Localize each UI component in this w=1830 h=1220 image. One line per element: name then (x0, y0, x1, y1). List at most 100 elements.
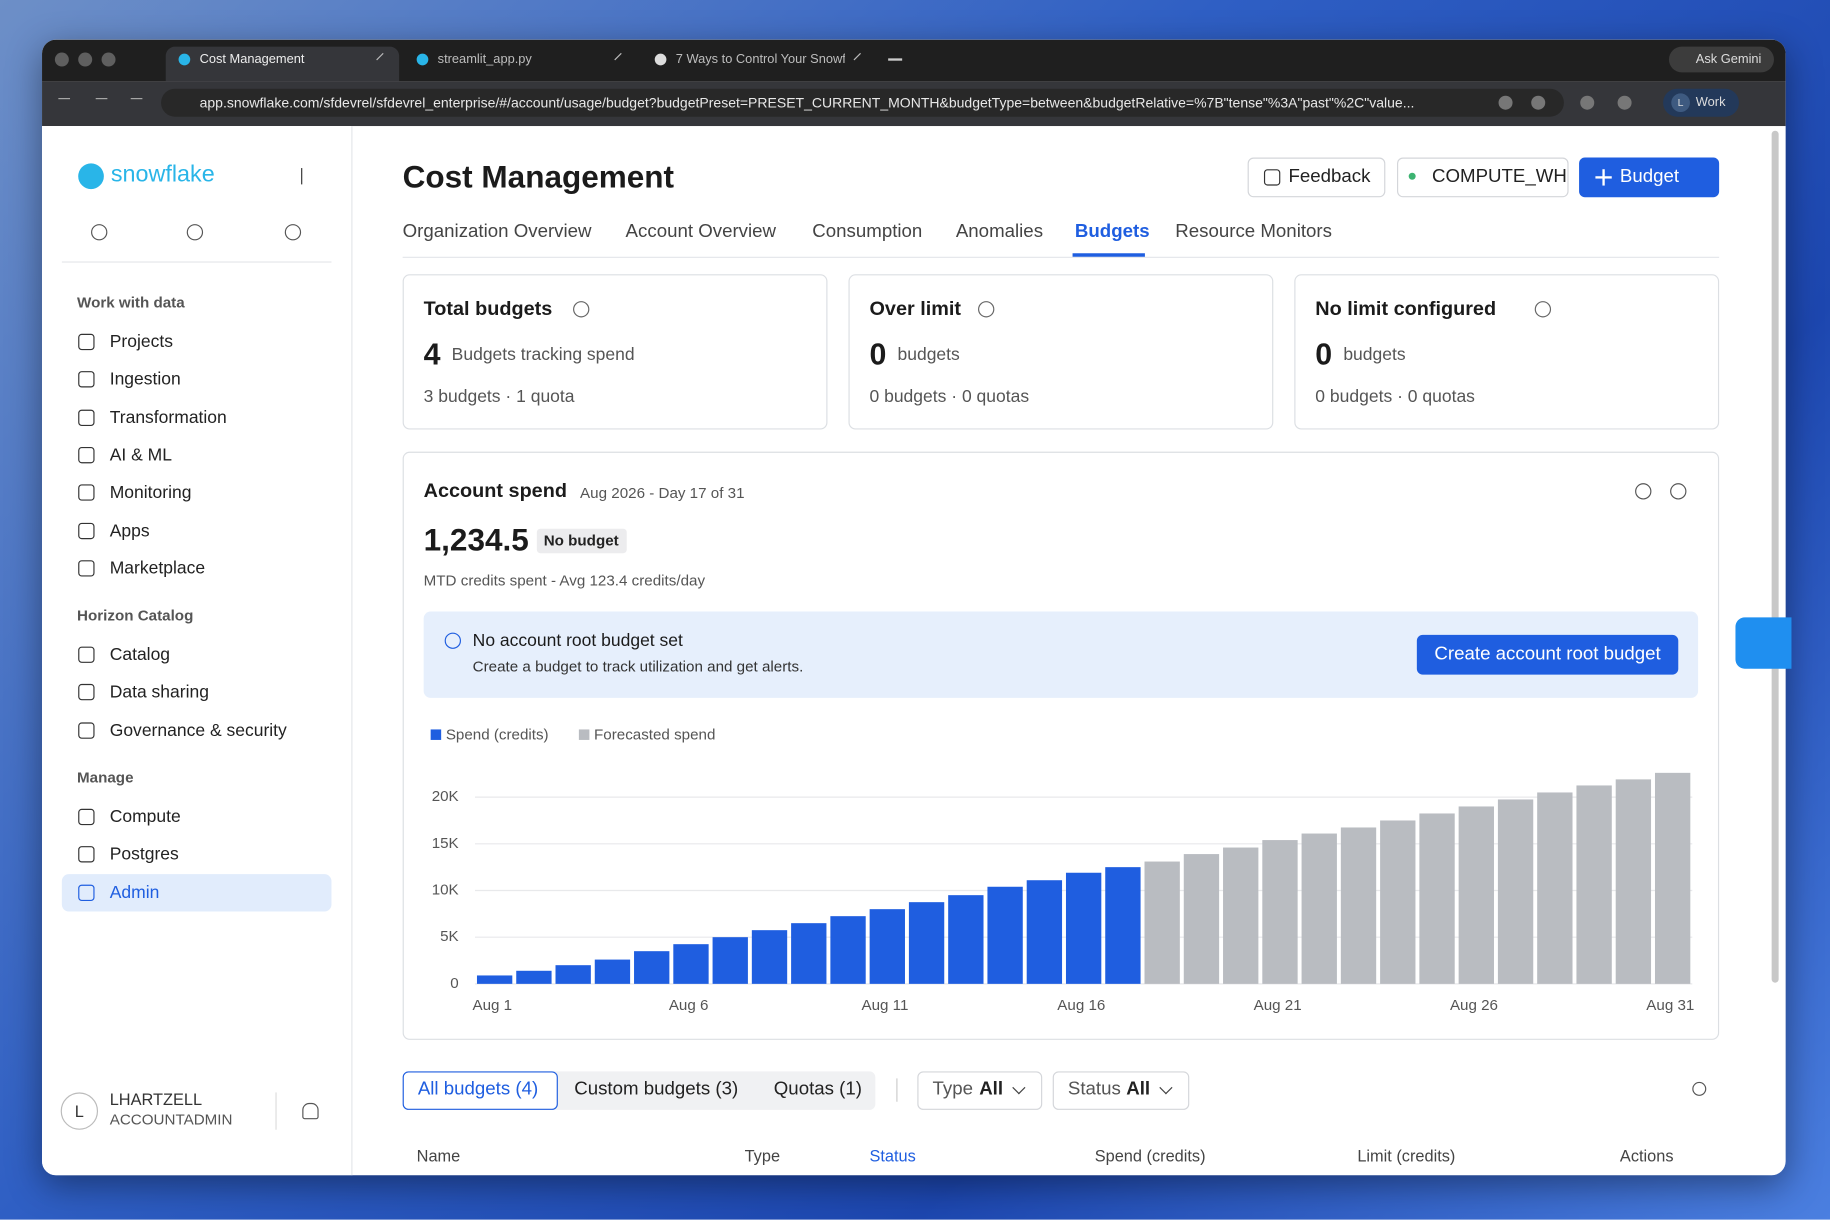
ask-gemini-button[interactable] (1668, 46, 1774, 73)
browser-tab[interactable]: 7 Ways to Control Your Snowf (675, 52, 845, 67)
card-title: Total budgets (423, 297, 553, 320)
tab-favicon (654, 53, 667, 66)
header-button[interactable] (1247, 157, 1386, 198)
nav-item[interactable]: Projects (109, 332, 173, 352)
nav-item[interactable]: Monitoring (109, 482, 192, 503)
bar (948, 895, 984, 984)
legend-swatch (578, 729, 590, 740)
bar (1458, 806, 1494, 984)
nav-item[interactable]: Apps (109, 520, 150, 541)
filter-tab[interactable]: All budgets (4) (417, 1079, 539, 1100)
info-icon (978, 301, 995, 318)
column-header[interactable]: Type (744, 1146, 781, 1165)
header-button-label: Feedback (1288, 166, 1371, 187)
spend-amount: 1,234.5 (423, 522, 529, 558)
filter-active[interactable] (402, 1071, 558, 1110)
column-header[interactable]: Limit (credits) (1357, 1146, 1456, 1165)
notifications (302, 1102, 319, 1120)
nav-button[interactable] (58, 98, 71, 107)
filter-tab[interactable]: Custom budgets (3) (574, 1079, 739, 1100)
column-header[interactable]: Name (416, 1146, 461, 1165)
y-tick-label: 20K (432, 788, 459, 805)
nav-item[interactable]: Admin (109, 882, 160, 903)
window-control (101, 52, 116, 67)
alert-button-label: Create account root budget (1434, 644, 1661, 665)
profile-avatar (1671, 93, 1690, 113)
bar (1654, 772, 1691, 984)
assistant-button[interactable] (1735, 617, 1792, 669)
nav-tab[interactable]: Budgets (1074, 221, 1150, 242)
nav-button[interactable] (95, 98, 108, 107)
spend-subtitle: MTD credits spent - Avg 123.4 credits/da… (423, 571, 706, 589)
x-tick-label: Aug 26 (1450, 997, 1498, 1014)
nav-section-title: Work with data (77, 293, 185, 312)
browser-window (42, 39, 1786, 1176)
legend-swatch (430, 729, 442, 740)
nav-item[interactable]: Postgres (109, 844, 179, 865)
nav-tab[interactable]: Account Overview (625, 221, 777, 242)
sidebar-divider (61, 261, 332, 263)
bar (1340, 827, 1377, 984)
nav-item[interactable]: AI & ML (109, 445, 172, 465)
bar (634, 951, 670, 984)
bar (751, 930, 788, 984)
collapse-icon (301, 168, 317, 185)
bar (1262, 840, 1298, 984)
card-detail: 0 budgets · 0 quotas (1315, 386, 1475, 407)
bar (1537, 792, 1573, 984)
x-tick-label: Aug 16 (1057, 997, 1105, 1014)
nav-item[interactable]: Compute (109, 807, 181, 827)
card-title: Over limit (869, 297, 962, 320)
nav-icon (78, 684, 95, 701)
nav-tab[interactable]: Resource Monitors (1175, 221, 1332, 242)
card-label: Budgets tracking spend (451, 344, 635, 365)
column-header[interactable]: Spend (credits) (1094, 1146, 1206, 1165)
nav-section-title: Horizon Catalog (77, 606, 194, 624)
browser-tab[interactable]: Cost Management (199, 52, 305, 67)
info-icon (1534, 301, 1552, 318)
profile-initial: L (1677, 96, 1684, 109)
window-control (78, 52, 93, 67)
alert-button[interactable] (1416, 634, 1679, 675)
dropdown-label: Status (1067, 1079, 1121, 1100)
dropdown[interactable] (1052, 1071, 1190, 1110)
nav-icon (78, 371, 95, 388)
bar (1615, 779, 1652, 984)
nav-item[interactable]: Data sharing (109, 682, 209, 703)
header-button[interactable] (1397, 157, 1569, 198)
dropdown[interactable] (917, 1071, 1043, 1110)
nav-icon (78, 446, 95, 464)
nav-icon (78, 484, 95, 501)
browser-tab[interactable]: streamlit_app.py (437, 52, 532, 67)
x-tick-label: Aug 6 (669, 997, 709, 1014)
bar (1026, 880, 1063, 984)
nav-item[interactable]: Governance & security (109, 720, 287, 741)
nav-icon (78, 884, 95, 901)
column-header[interactable]: Status (869, 1146, 916, 1165)
nav-item[interactable]: Ingestion (109, 369, 181, 390)
bar (1497, 799, 1534, 984)
nav-tab[interactable]: Organization Overview (402, 221, 592, 242)
filter-tab[interactable]: Quotas (1) (773, 1079, 863, 1100)
nav-item[interactable]: Catalog (109, 644, 171, 665)
y-tick-label: 15K (432, 835, 459, 852)
new-tab[interactable] (888, 58, 903, 61)
nav-item[interactable]: Marketplace (109, 558, 206, 579)
y-tick-label: 5K (440, 928, 459, 945)
x-tick-label: Aug 11 (862, 997, 909, 1014)
bar (476, 975, 513, 984)
bar (1301, 833, 1337, 984)
y-tick-label: 10K (432, 881, 459, 898)
nav-tab[interactable]: Consumption (812, 221, 923, 242)
url-bar[interactable] (161, 88, 1564, 117)
card-detail: 3 budgets · 1 quota (423, 386, 575, 407)
nav-tab[interactable]: Anomalies (955, 221, 1044, 242)
nav-button[interactable] (130, 98, 143, 107)
dropdown-value: All (1126, 1079, 1151, 1100)
nav-item[interactable]: Transformation (109, 407, 227, 428)
warehouse-status (1408, 172, 1416, 180)
user-initial: L (74, 1101, 84, 1121)
user-divider (275, 1092, 277, 1130)
nav-icon (78, 522, 95, 539)
